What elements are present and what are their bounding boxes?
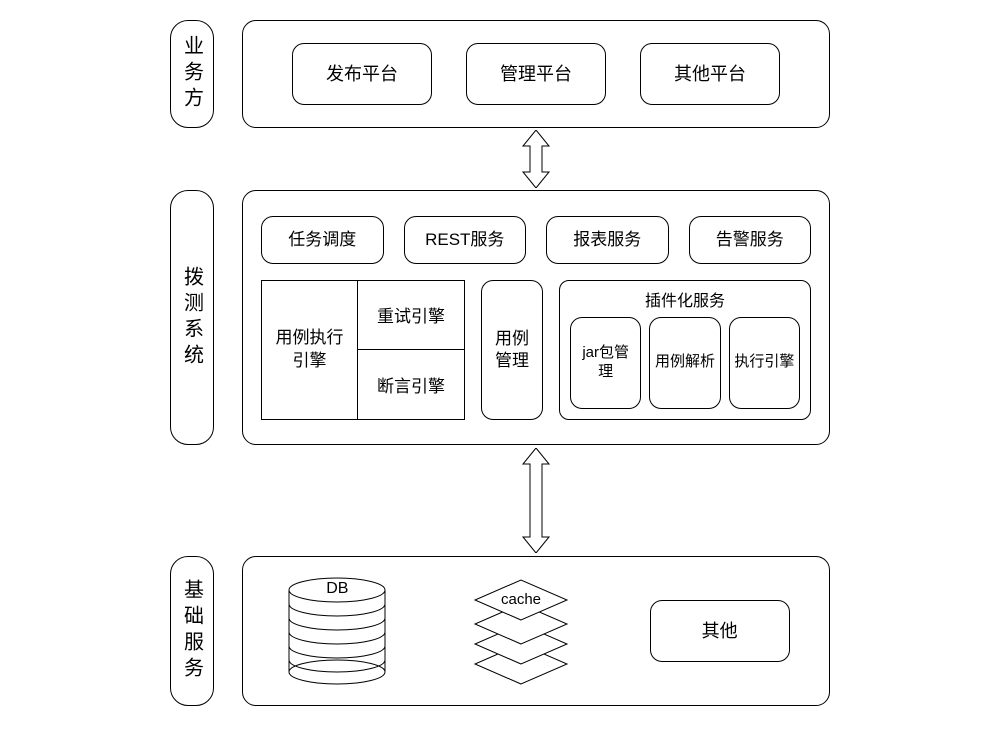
infra-other: 其他 (650, 600, 790, 662)
infra-layer: 基础服务 DB (170, 556, 830, 706)
business-layer-box: 发布平台 管理平台 其他平台 (242, 20, 830, 128)
publish-platform: 发布平台 (292, 43, 432, 105)
case-parse: 用例解析 (649, 317, 720, 409)
plugin-service-box: 插件化服务 jar包管理 用例解析 执行引擎 (559, 280, 811, 420)
business-layer-label: 业务方 (170, 20, 214, 128)
arrow-dialtest-to-infra (521, 448, 551, 553)
alert-service: 告警服务 (689, 216, 812, 264)
jar-mgmt: jar包管理 (570, 317, 641, 409)
case-management: 用例管理 (481, 280, 543, 420)
dialtest-layer: 拨测系统 任务调度 REST服务 报表服务 告警服务 用例执行引擎 重试引擎 断… (170, 190, 830, 445)
cache-label: cache (501, 591, 541, 608)
retry-engine: 重试引擎 (358, 281, 464, 351)
business-layer: 业务方 发布平台 管理平台 其他平台 (170, 20, 830, 128)
plugin-title: 插件化服务 (570, 287, 800, 311)
arrow-business-to-dialtest (521, 130, 551, 188)
top-services-row: 任务调度 REST服务 报表服务 告警服务 (261, 216, 811, 264)
dialtest-layer-label: 拨测系统 (170, 190, 214, 445)
task-schedule: 任务调度 (261, 216, 384, 264)
engine-group: 用例执行引擎 重试引擎 断言引擎 (261, 280, 465, 420)
db-icon: DB (282, 576, 392, 686)
report-service: 报表服务 (546, 216, 669, 264)
rest-service: REST服务 (404, 216, 527, 264)
other-platform: 其他平台 (640, 43, 780, 105)
dialtest-layer-box: 任务调度 REST服务 报表服务 告警服务 用例执行引擎 重试引擎 断言引擎 用… (242, 190, 830, 445)
exec-engine: 执行引擎 (729, 317, 800, 409)
manage-platform: 管理平台 (466, 43, 606, 105)
assert-engine: 断言引擎 (358, 350, 464, 419)
cache-icon: cache (461, 576, 581, 686)
db-label: DB (282, 580, 392, 598)
infra-layer-box: DB cache 其他 (242, 556, 830, 706)
infra-layer-label: 基础服务 (170, 556, 214, 706)
case-exec-engine: 用例执行引擎 (262, 281, 358, 419)
bottom-row: 用例执行引擎 重试引擎 断言引擎 用例管理 插件化服务 jar包管理 用例解析 … (261, 280, 811, 420)
